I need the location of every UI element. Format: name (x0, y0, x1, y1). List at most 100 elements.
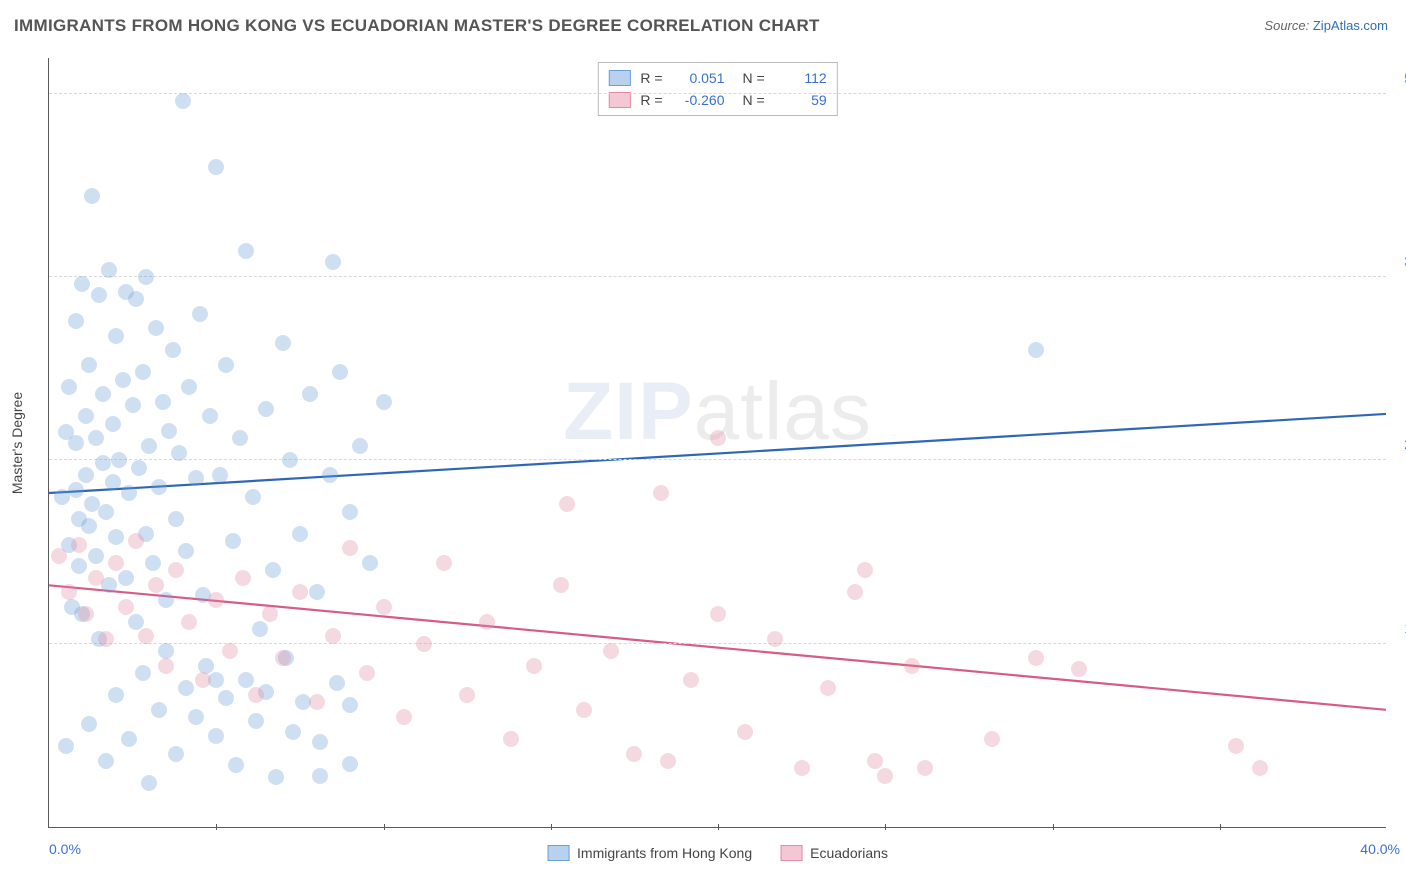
scatter-point-ec (309, 694, 325, 710)
scatter-point-hk (248, 713, 264, 729)
scatter-point-hk (158, 592, 174, 608)
x-axis-max-label: 40.0% (1360, 841, 1400, 857)
scatter-point-ec (235, 570, 251, 586)
scatter-point-ec (479, 614, 495, 630)
scatter-point-hk (135, 665, 151, 681)
scatter-point-hk (342, 756, 358, 772)
scatter-point-hk (131, 460, 147, 476)
scatter-point-hk (121, 485, 137, 501)
legend-label: Immigrants from Hong Kong (577, 845, 752, 861)
scatter-point-hk (118, 570, 134, 586)
scatter-point-ec (559, 496, 575, 512)
scatter-point-ec (710, 430, 726, 446)
legend-item-hk: Immigrants from Hong Kong (547, 845, 752, 861)
x-axis-min-label: 0.0% (49, 841, 81, 857)
scatter-point-hk (275, 335, 291, 351)
scatter-point-hk (245, 489, 261, 505)
y-tick-label: 25.0% (1392, 436, 1406, 452)
legend-series: Immigrants from Hong Kong Ecuadorians (547, 845, 888, 861)
scatter-point-hk (165, 342, 181, 358)
source-attribution: Source: ZipAtlas.com (1264, 18, 1388, 33)
y-axis-title: Master's Degree (9, 391, 25, 493)
legend-swatch (608, 70, 630, 86)
scatter-point-ec (1071, 661, 1087, 677)
scatter-point-hk (68, 435, 84, 451)
legend-item-ec: Ecuadorians (780, 845, 888, 861)
scatter-point-ec (416, 636, 432, 652)
x-tick (551, 824, 552, 830)
scatter-point-hk (68, 482, 84, 498)
scatter-point-ec (181, 614, 197, 630)
scatter-point-hk (128, 291, 144, 307)
scatter-point-hk (309, 584, 325, 600)
x-tick (1220, 824, 1221, 830)
scatter-point-hk (282, 452, 298, 468)
scatter-point-hk (312, 734, 328, 750)
legend-swatch (547, 845, 569, 861)
scatter-point-hk (121, 731, 137, 747)
scatter-point-hk (178, 680, 194, 696)
scatter-point-hk (151, 479, 167, 495)
y-tick-label: 50.0% (1392, 70, 1406, 86)
scatter-point-hk (329, 675, 345, 691)
scatter-point-hk (105, 474, 121, 490)
scatter-point-hk (84, 188, 100, 204)
scatter-point-ec (683, 672, 699, 688)
scatter-point-ec (118, 599, 134, 615)
scatter-point-ec (1252, 760, 1268, 776)
scatter-point-ec (653, 485, 669, 501)
scatter-plot: ZIPatlas Master's Degree 0.0% 40.0% R =0… (48, 58, 1386, 828)
legend-stat-row-hk: R =0.051N =112 (608, 67, 826, 89)
scatter-point-ec (904, 658, 920, 674)
scatter-point-ec (396, 709, 412, 725)
x-tick (1053, 824, 1054, 830)
r-value: 0.051 (673, 67, 725, 89)
scatter-point-hk (218, 690, 234, 706)
scatter-point-hk (175, 93, 191, 109)
n-value: 112 (775, 67, 827, 89)
scatter-point-hk (135, 364, 151, 380)
scatter-point-hk (108, 687, 124, 703)
scatter-point-ec (459, 687, 475, 703)
scatter-point-hk (148, 320, 164, 336)
legend-label: Ecuadorians (810, 845, 888, 861)
scatter-point-ec (847, 584, 863, 600)
x-tick (885, 824, 886, 830)
scatter-point-ec (98, 631, 114, 647)
scatter-point-ec (78, 606, 94, 622)
scatter-point-ec (71, 537, 87, 553)
scatter-point-hk (232, 430, 248, 446)
scatter-point-hk (168, 511, 184, 527)
scatter-point-hk (188, 470, 204, 486)
scatter-point-ec (138, 628, 154, 644)
scatter-point-ec (128, 533, 144, 549)
scatter-point-hk (115, 372, 131, 388)
scatter-point-hk (81, 518, 97, 534)
scatter-point-hk (202, 408, 218, 424)
gridline (49, 276, 1386, 277)
scatter-point-hk (208, 159, 224, 175)
scatter-point-hk (71, 558, 87, 574)
n-label: N = (743, 67, 765, 89)
scatter-point-hk (81, 716, 97, 732)
scatter-point-hk (95, 386, 111, 402)
gridline (49, 643, 1386, 644)
scatter-point-ec (222, 643, 238, 659)
scatter-point-hk (78, 467, 94, 483)
scatter-point-ec (877, 768, 893, 784)
scatter-point-hk (285, 724, 301, 740)
scatter-point-hk (342, 504, 358, 520)
scatter-point-hk (108, 328, 124, 344)
scatter-point-hk (325, 254, 341, 270)
scatter-point-hk (141, 775, 157, 791)
scatter-point-ec (767, 631, 783, 647)
scatter-point-hk (128, 614, 144, 630)
scatter-point-hk (145, 555, 161, 571)
source-link[interactable]: ZipAtlas.com (1313, 18, 1388, 33)
scatter-point-hk (292, 526, 308, 542)
scatter-point-hk (141, 438, 157, 454)
scatter-point-hk (81, 357, 97, 373)
scatter-point-ec (376, 599, 392, 615)
scatter-point-hk (268, 769, 284, 785)
scatter-point-hk (88, 430, 104, 446)
